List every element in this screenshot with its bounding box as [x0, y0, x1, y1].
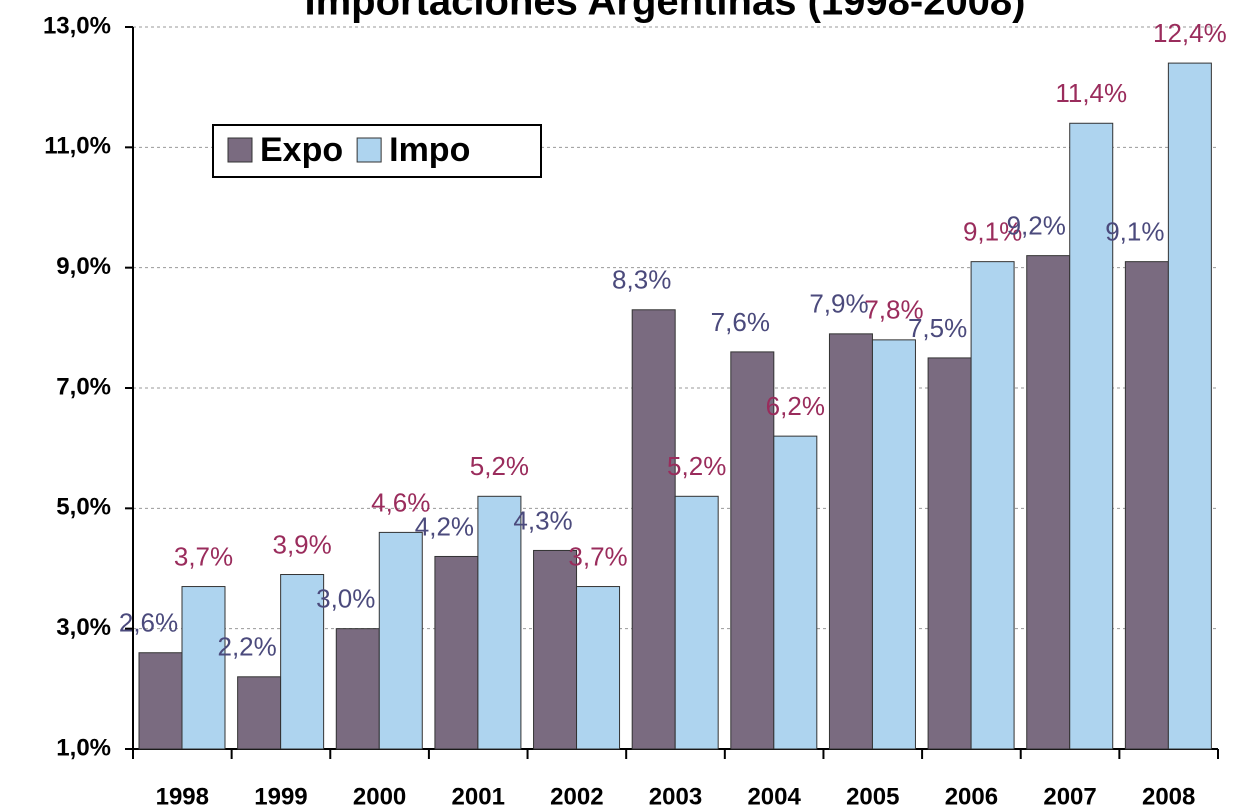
bar — [138, 652, 183, 750]
bar — [181, 586, 226, 750]
bar — [927, 357, 972, 750]
value-label: 7,8% — [864, 295, 923, 325]
value-label: 11,4% — [1055, 78, 1127, 108]
value-label: 3,7% — [568, 541, 627, 571]
x-tick-label: 2005 — [846, 783, 899, 810]
y-tick-label: 5,0% — [56, 494, 111, 521]
bar — [970, 261, 1015, 750]
value-label: 6,2% — [766, 391, 825, 421]
value-label: 3,7% — [174, 541, 233, 571]
bar — [1069, 122, 1114, 750]
x-tick-label: 2008 — [1142, 783, 1195, 810]
x-tick-label: 2000 — [353, 783, 406, 810]
value-label: 5,2% — [667, 451, 726, 481]
value-label: 8,3% — [612, 265, 671, 295]
bar — [631, 309, 676, 750]
bar — [477, 495, 522, 750]
bar — [674, 495, 719, 750]
x-tick-label: 1998 — [156, 783, 209, 810]
y-tick-label: 7,0% — [56, 373, 111, 400]
value-label: 3,0% — [316, 584, 375, 614]
bar — [730, 351, 775, 750]
value-label: 4,6% — [371, 487, 430, 517]
bar — [1026, 255, 1071, 750]
x-tick-label: 2004 — [747, 783, 801, 810]
value-label: 9,1% — [1105, 217, 1164, 247]
y-tick-label: 9,0% — [56, 253, 111, 280]
legend-label: Expo — [260, 131, 343, 169]
bar — [335, 628, 380, 750]
bar — [773, 435, 818, 750]
bar — [237, 676, 282, 750]
x-tick-label: 2002 — [550, 783, 603, 810]
value-label: 9,1% — [963, 217, 1022, 247]
x-tick-label: 2001 — [452, 783, 505, 810]
bar — [1167, 62, 1212, 750]
x-tick-label: 1999 — [254, 783, 307, 810]
value-label: 7,9% — [809, 289, 868, 319]
value-label: 2,2% — [218, 632, 277, 662]
value-label: 3,9% — [273, 529, 332, 559]
legend-label: Impo — [389, 131, 470, 169]
value-label: 5,2% — [470, 451, 529, 481]
bar — [828, 333, 873, 750]
value-label: 4,3% — [513, 505, 572, 535]
legend-swatch — [227, 137, 253, 163]
value-label: 7,5% — [908, 313, 967, 343]
y-tick-label: 3,0% — [56, 614, 111, 641]
value-label: 12,4% — [1153, 18, 1227, 48]
value-label: 7,6% — [711, 307, 770, 337]
bar — [434, 555, 479, 750]
bar — [1124, 261, 1169, 750]
value-label: 4,2% — [415, 511, 474, 541]
x-tick-label: 2006 — [945, 783, 998, 810]
y-tick-label: 11,0% — [44, 133, 111, 160]
bar — [533, 549, 578, 750]
bar — [576, 586, 621, 750]
y-tick-label: 13,0% — [43, 12, 111, 39]
y-tick-label: 1,0% — [56, 734, 111, 761]
chart-title: Importaciones Argentinas (1998-2008) — [305, 0, 1026, 24]
x-tick-label: 2007 — [1043, 783, 1096, 810]
bar — [280, 574, 325, 750]
bar — [378, 531, 423, 750]
value-label: 2,6% — [119, 608, 178, 638]
x-tick-label: 2003 — [649, 783, 702, 810]
value-label: 9,2% — [1007, 211, 1066, 241]
legend-swatch — [356, 137, 382, 163]
bar — [871, 339, 916, 750]
